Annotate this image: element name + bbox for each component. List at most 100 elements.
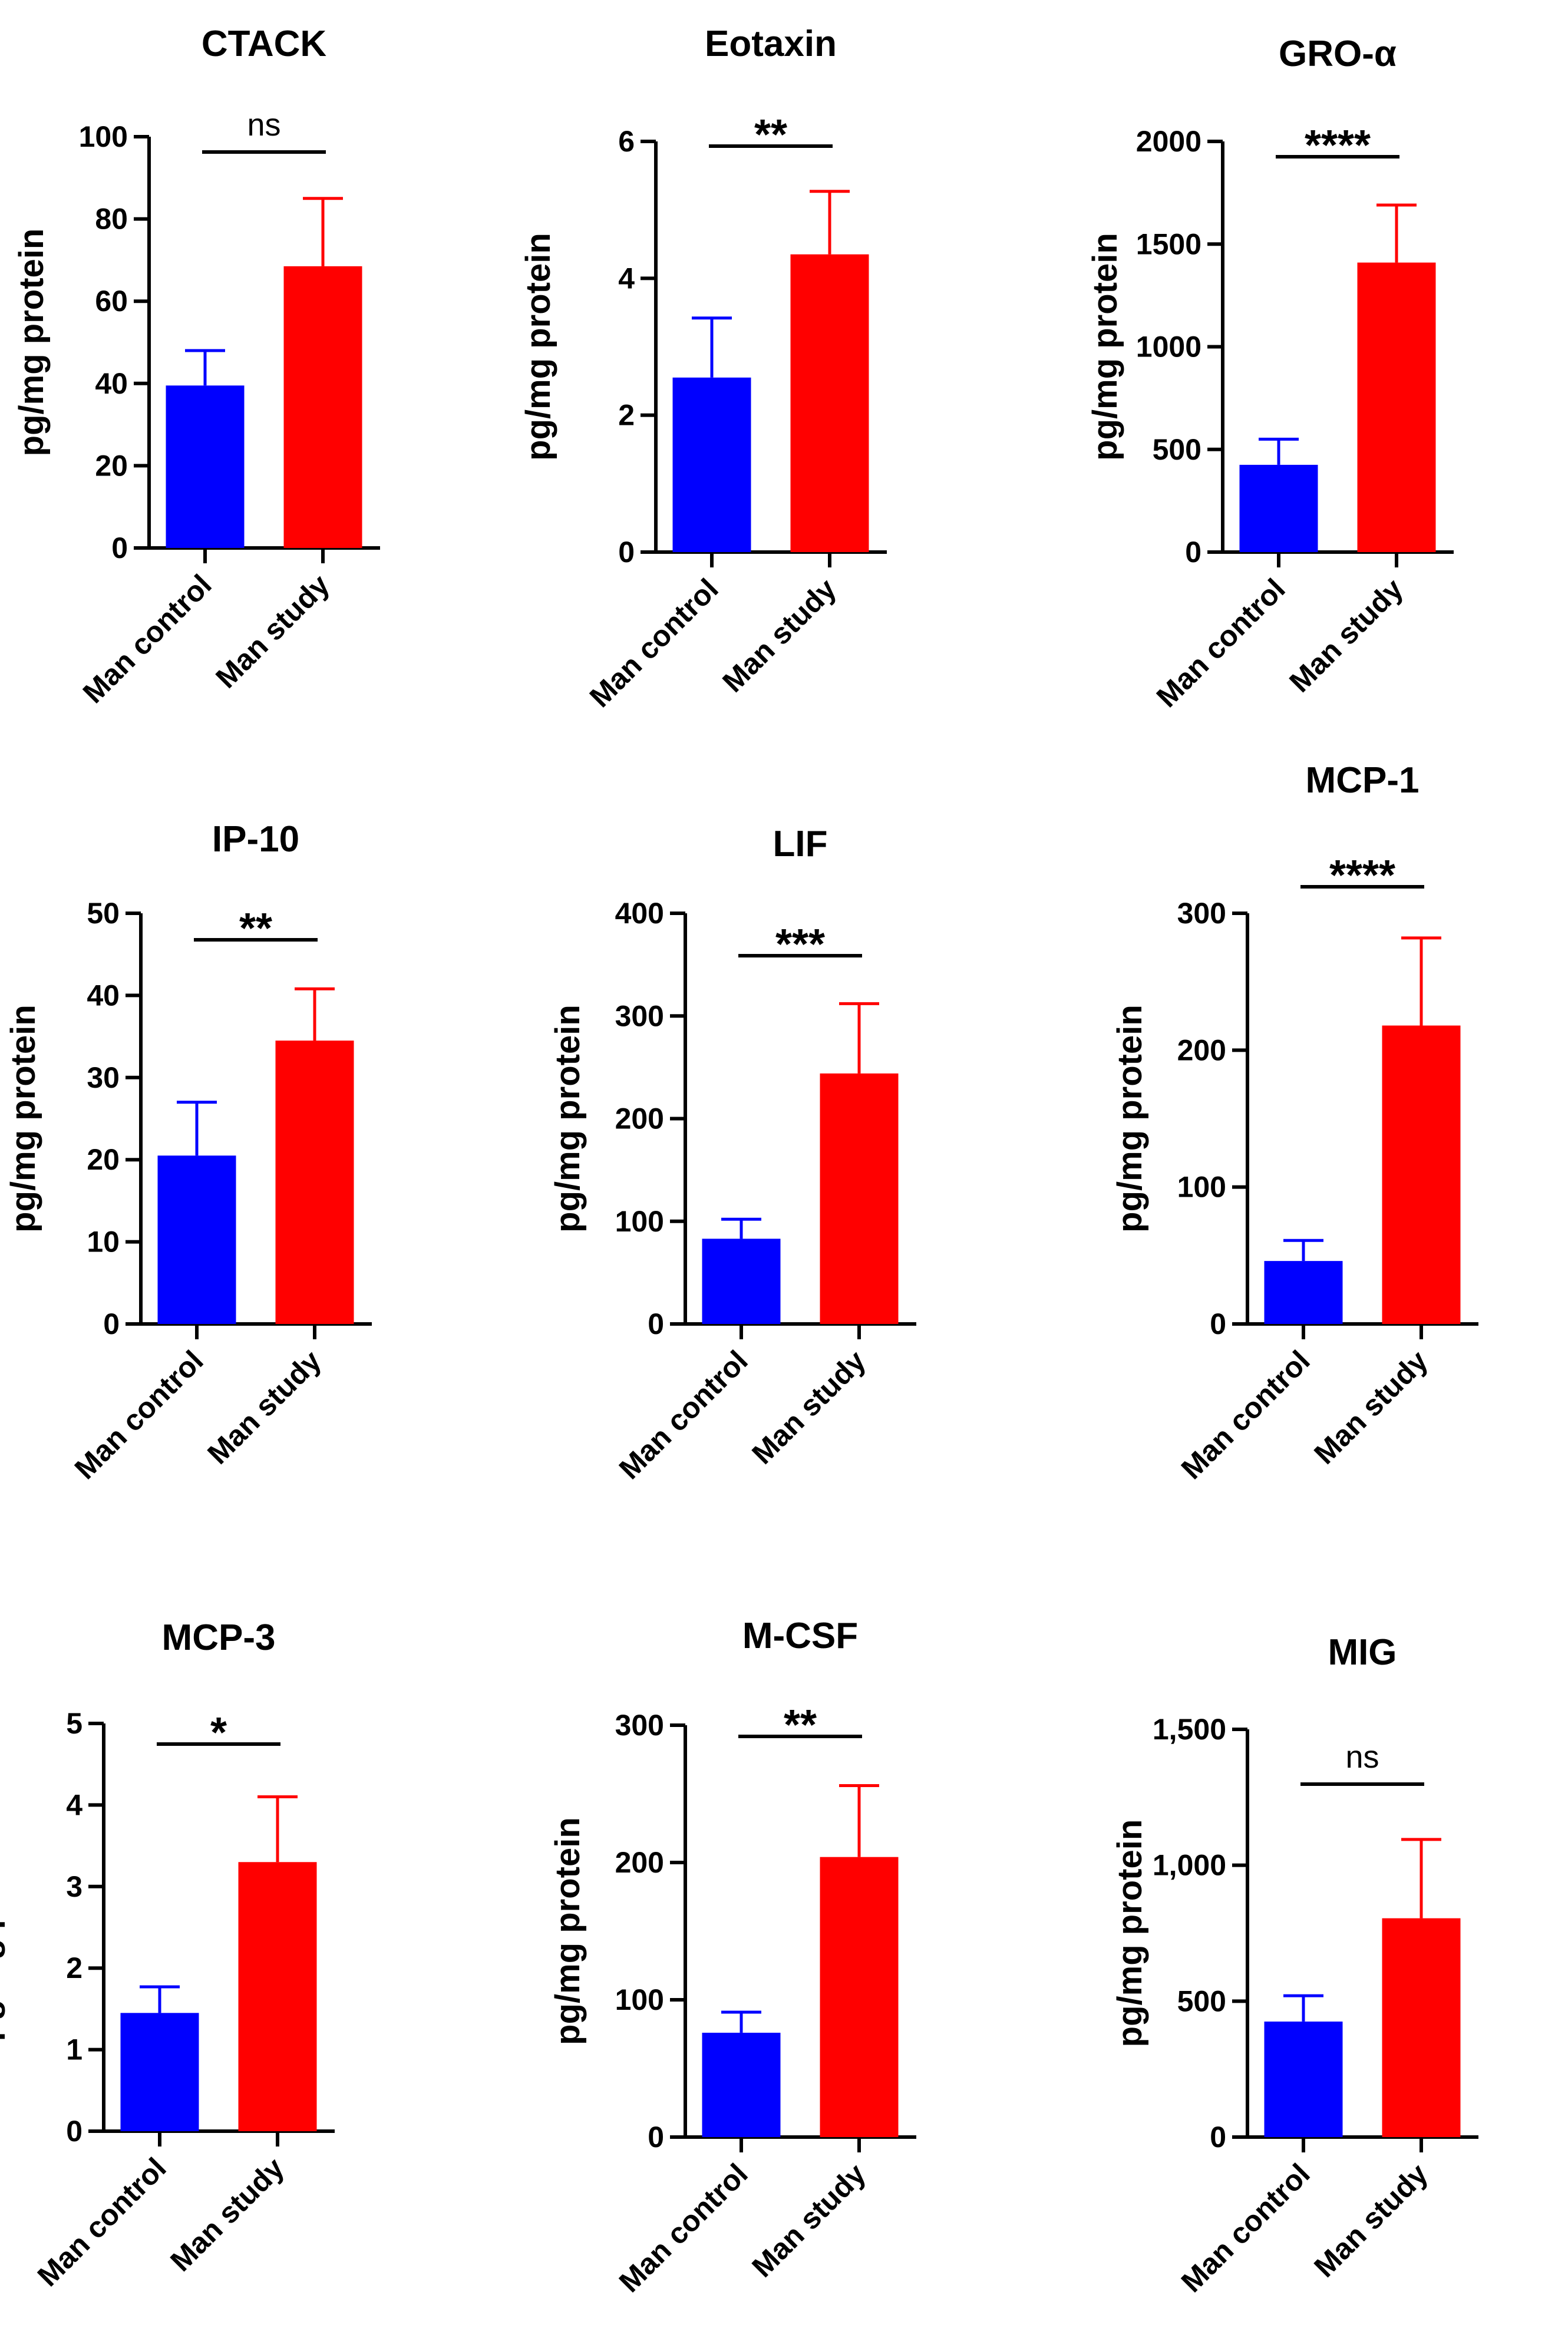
y-tick-label: 1000 xyxy=(1136,331,1201,364)
significance-marker: ** xyxy=(239,905,272,952)
bar-man-study xyxy=(238,1862,317,2131)
y-tick-label: 50 xyxy=(87,897,120,930)
category-label: Man study xyxy=(1308,1344,1434,1471)
category-label: Man control xyxy=(1150,572,1292,714)
y-tick-label: 200 xyxy=(615,1846,664,1879)
category-label: Man study xyxy=(745,2157,872,2284)
chart-title: IP-10 xyxy=(212,819,299,860)
y-tick-label: 30 xyxy=(87,1061,120,1094)
category-label: Man study xyxy=(164,2151,291,2278)
category-label: Man study xyxy=(1308,2157,1434,2284)
category-label: Man study xyxy=(745,1344,872,1471)
y-tick-label: 20 xyxy=(95,449,128,482)
category-label: Man control xyxy=(77,568,218,709)
y-tick-label: 500 xyxy=(1177,1984,1226,2017)
category-label: Man study xyxy=(201,1344,328,1471)
chart-title: MCP-1 xyxy=(1306,760,1420,801)
category-label: Man control xyxy=(1175,1344,1316,1485)
chart-title: M-CSF xyxy=(742,1616,858,1656)
category-label: Man control xyxy=(31,2151,173,2293)
y-axis-label: pg/mg protein xyxy=(12,229,51,457)
chart-panel: CTACK pg/mg protein 0 20 40 60 80 100 Man contro… xyxy=(12,24,380,709)
category-label: Man control xyxy=(613,2157,754,2299)
chart-title: MCP-3 xyxy=(162,1617,276,1658)
chart-panel: LIF pg/mg protein 0 100 200 300 400 Man control… xyxy=(549,824,916,1485)
y-tick-label: 4 xyxy=(618,262,635,295)
category-label: Man control xyxy=(583,572,725,714)
y-tick-label: 80 xyxy=(95,203,128,236)
y-tick-label: 0 xyxy=(1210,1307,1226,1340)
y-tick-label: 100 xyxy=(1177,1171,1226,1204)
chart-title: LIF xyxy=(773,824,828,864)
category-label: Man control xyxy=(68,1344,210,1485)
bar-man-study xyxy=(1382,1918,1461,2137)
y-tick-label: 100 xyxy=(615,1983,664,2016)
bar-man-study xyxy=(790,254,869,552)
y-tick-label: 1500 xyxy=(1136,227,1201,260)
y-tick-label: 1,000 xyxy=(1153,1849,1226,1882)
significance-marker: ns xyxy=(1345,1739,1379,1775)
y-tick-label: 6 xyxy=(618,125,635,158)
bar-man-control xyxy=(1264,1261,1343,1324)
y-tick-label: 0 xyxy=(1185,536,1201,569)
y-tick-label: 0 xyxy=(648,1307,664,1340)
bar-man-control xyxy=(1264,2021,1343,2137)
y-tick-label: 40 xyxy=(95,367,128,400)
category-label: Man control xyxy=(1175,2157,1316,2299)
y-tick-label: 200 xyxy=(615,1102,664,1135)
y-tick-label: 2 xyxy=(66,1951,82,1984)
bar-man-study xyxy=(1382,1025,1461,1324)
y-axis-label: pg/mg protein xyxy=(549,1817,587,2045)
category-label: Man control xyxy=(613,1344,754,1485)
y-tick-label: 10 xyxy=(87,1226,120,1259)
bar-man-study xyxy=(275,1041,354,1324)
y-tick-label: 2000 xyxy=(1136,125,1201,158)
significance-marker: ** xyxy=(784,1702,817,1749)
y-tick-label: 4 xyxy=(66,1788,82,1821)
y-tick-label: 40 xyxy=(87,979,120,1012)
chart-title: Eotaxin xyxy=(705,24,837,64)
y-tick-label: 400 xyxy=(615,897,664,930)
y-tick-label: 3 xyxy=(66,1870,82,1903)
y-tick-label: 300 xyxy=(1177,897,1226,930)
chart-title: CTACK xyxy=(202,24,327,64)
y-tick-label: 5 xyxy=(66,1707,82,1740)
chart-title: GRO-α xyxy=(1279,34,1397,74)
bar-man-control xyxy=(702,2032,781,2137)
chart-title: MIG xyxy=(1328,1632,1397,1673)
bar-man-control xyxy=(1239,464,1318,552)
significance-marker: * xyxy=(210,1709,227,1756)
y-tick-label: 20 xyxy=(87,1143,120,1176)
bar-man-control xyxy=(702,1239,781,1324)
bar-man-control xyxy=(120,2013,199,2131)
y-tick-label: 500 xyxy=(1153,433,1201,466)
significance-marker: ** xyxy=(754,111,787,158)
y-tick-label: 0 xyxy=(103,1307,120,1340)
category-label: Man study xyxy=(716,572,843,699)
bar-man-control xyxy=(672,377,751,552)
chart-panel: MCP-1 pg/mg protein 0 100 200 300 Man controlM… xyxy=(1111,760,1478,1485)
y-axis-label: pg/mg protein xyxy=(549,1005,587,1233)
y-tick-label: 300 xyxy=(615,1709,664,1742)
chart-panel: IP-10 pg/mg protein 0 10 20 30 40 50 Man control… xyxy=(4,819,372,1485)
bar-man-control xyxy=(166,385,245,548)
y-tick-label: 0 xyxy=(648,2121,664,2154)
y-tick-label: 100 xyxy=(615,1205,664,1238)
y-tick-label: 0 xyxy=(1210,2121,1226,2154)
chart-panel: M-CSF pg/mg protein 0 100 200 300 Man controlM… xyxy=(549,1616,916,2299)
y-tick-label: 0 xyxy=(618,536,635,569)
y-tick-label: 60 xyxy=(95,285,128,318)
y-tick-label: 0 xyxy=(66,2115,82,2148)
y-axis-label: pg/mg protein xyxy=(1111,1819,1149,2048)
significance-marker: **** xyxy=(1305,122,1371,169)
bar-man-study xyxy=(820,1857,899,2137)
y-tick-label: 0 xyxy=(111,531,128,564)
y-tick-label: 1 xyxy=(66,2033,82,2066)
bar-man-study xyxy=(820,1073,899,1324)
y-axis-label: pg/mg protein xyxy=(4,1005,42,1233)
significance-marker: *** xyxy=(775,921,825,968)
significance-marker: **** xyxy=(1329,852,1395,899)
